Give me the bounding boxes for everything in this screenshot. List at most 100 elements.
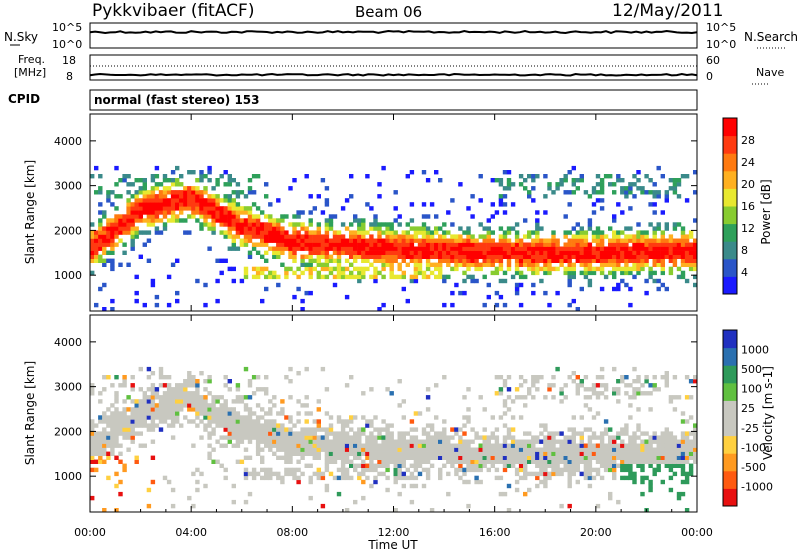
velocity-cell [632,459,637,464]
velocity-cell [478,395,483,400]
velocity-cell [527,431,532,436]
velocity-cell [102,427,107,432]
velocity-cell [247,471,253,477]
velocity-cell [543,395,548,400]
velocity-cell [624,443,629,448]
velocity-cell [251,419,257,424]
power-cell [466,238,471,243]
velocity-cell [150,407,156,412]
velocity-cell [332,451,338,456]
velocity-cell [373,467,378,473]
power-cell [446,242,451,247]
velocity-cell [401,483,406,489]
velocity-cell [616,391,621,396]
velocity-cell [138,399,143,404]
power-cell [531,242,536,247]
velocity-cell [106,423,111,428]
velocity-cell [454,459,459,464]
velocity-cell [377,455,382,460]
velocity-cell [223,407,228,412]
power-cell [134,290,139,296]
power-cell [162,202,168,207]
velocity-cell [608,495,613,501]
power-cell [316,234,321,239]
cpid-value: normal (fast stereo) 153 [94,93,260,107]
velocity-cell [308,451,313,456]
velocity-cell [636,443,641,448]
power-cell [158,182,164,187]
power-cell [316,246,321,251]
power-cell [110,222,115,227]
velocity-cell [514,479,520,485]
power-cell [126,198,131,203]
velocity-cell [118,427,123,432]
velocity-cell [539,447,544,452]
velocity-cell [170,503,176,509]
velocity-cell [684,443,690,448]
velocity-cell [591,475,597,481]
power-cell [203,206,208,211]
power-cell [134,234,139,239]
velocity-cell [122,435,127,440]
power-cell [514,270,520,276]
velocity-cell [170,387,176,392]
velocity-cell [130,415,135,420]
power-cell [211,226,216,231]
power-cell [567,170,572,175]
velocity-cell [446,443,451,448]
power-cell [264,250,269,255]
power-cell [106,226,111,231]
velocity-cell [567,447,572,452]
velocity-cell [102,443,107,448]
velocity-cell [591,451,597,456]
power-cell [385,238,390,243]
power-cell [377,250,382,255]
power-cell [632,242,637,247]
power-cell [539,242,544,247]
power-cell [693,266,698,272]
power-cell [527,266,532,272]
power-cell [122,174,127,179]
velocity-cell [158,415,164,420]
velocity-cell [203,411,208,416]
velocity-cell [381,427,386,432]
velocity-cell [579,383,584,388]
velocity-cell [652,471,657,477]
power-cell [272,238,277,243]
power-cell [434,254,439,259]
power-cell [405,298,410,304]
power-cell [276,246,281,251]
velocity-cell [280,423,285,428]
power-cell [373,222,378,227]
velocity-cell [660,443,665,448]
velocity-cell [98,419,103,424]
velocity-cell [628,471,633,477]
velocity-cell [575,455,580,460]
power-cell [640,258,645,263]
velocity-cell [502,439,508,444]
power-cell [535,266,540,272]
velocity-cell [624,383,629,388]
power-cell [98,246,103,251]
power-cell [255,230,261,235]
power-cell [636,242,641,247]
velocity-cell [90,431,95,436]
power-cell [179,202,184,207]
power-cell [583,266,589,272]
power-cell [134,210,139,215]
power-cell [668,238,674,243]
velocity-cell [612,455,617,460]
power-cell [425,254,431,259]
power-cell [438,270,443,276]
power-cell [179,194,184,199]
velocity-cell [296,443,301,448]
velocity-cell [361,447,366,452]
velocity-cell [571,471,576,477]
velocity-cell [340,427,346,432]
power-cell [551,254,556,259]
velocity-cell [304,427,309,432]
velocity-cell [114,419,119,424]
velocity-cell [676,443,682,448]
power-cell [340,266,346,272]
power-cell [555,186,560,191]
